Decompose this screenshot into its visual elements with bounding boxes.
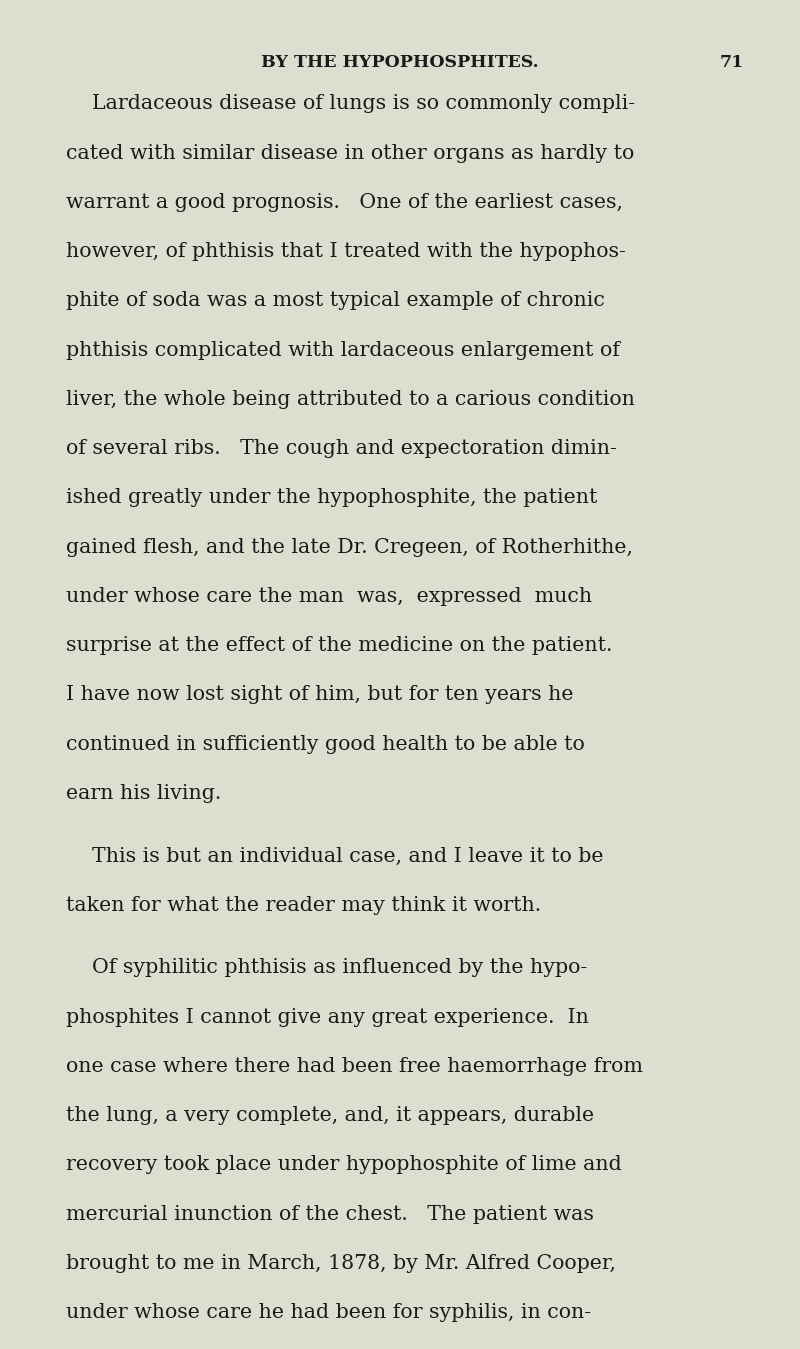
Text: ished greatly under the hypophosphite, the patient: ished greatly under the hypophosphite, t… <box>66 488 597 507</box>
Text: cated with similar disease in other organs as hardly to: cated with similar disease in other orga… <box>66 144 634 163</box>
Text: recovery took place under hypophosphite of lime and: recovery took place under hypophosphite … <box>66 1155 622 1175</box>
Text: surprise at the effect of the medicine on the patient.: surprise at the effect of the medicine o… <box>66 635 612 656</box>
Text: phite of soda was a most typical example of chronic: phite of soda was a most typical example… <box>66 291 605 310</box>
Text: earn his living.: earn his living. <box>66 784 221 803</box>
Text: of several ribs.   The cough and expectoration dimin-: of several ribs. The cough and expectora… <box>66 438 617 459</box>
Text: 71: 71 <box>720 54 744 71</box>
Text: taken for what the reader may think it worth.: taken for what the reader may think it w… <box>66 896 541 915</box>
Text: under whose care the man  was,  expressed  much: under whose care the man was, expressed … <box>66 587 592 606</box>
Text: phosphites I cannot give any great experience.  In: phosphites I cannot give any great exper… <box>66 1008 589 1027</box>
Text: I have now lost sight of him, but for ten years he: I have now lost sight of him, but for te… <box>66 685 573 704</box>
Text: liver, the whole being attributed to a carious condition: liver, the whole being attributed to a c… <box>66 390 634 409</box>
Text: Of syphilitic phthisis as influenced by the hypo-: Of syphilitic phthisis as influenced by … <box>92 958 587 978</box>
Text: BY THE HYPOPHOSPHITES.: BY THE HYPOPHOSPHITES. <box>261 54 539 71</box>
Text: one case where there had been free haemorrhage from: one case where there had been free haemo… <box>66 1056 642 1077</box>
Text: This is but an individual case, and I leave it to be: This is but an individual case, and I le… <box>92 846 603 866</box>
Text: under whose care he had been for syphilis, in con-: under whose care he had been for syphili… <box>66 1303 590 1322</box>
Text: Lardaceous disease of lungs is so commonly compli-: Lardaceous disease of lungs is so common… <box>92 94 635 113</box>
Text: however, of phthisis that I treated with the hypophos-: however, of phthisis that I treated with… <box>66 241 626 262</box>
Text: phthisis complicated with lardaceous enlargement of: phthisis complicated with lardaceous enl… <box>66 340 619 360</box>
Text: warrant a good prognosis.   One of the earliest cases,: warrant a good prognosis. One of the ear… <box>66 193 622 212</box>
Text: continued in sufficiently good health to be able to: continued in sufficiently good health to… <box>66 734 584 754</box>
Text: the lung, a very complete, and, it appears, durable: the lung, a very complete, and, it appea… <box>66 1106 594 1125</box>
Text: mercurial inunction of the chest.   The patient was: mercurial inunction of the chest. The pa… <box>66 1205 594 1224</box>
Text: brought to me in March, 1878, by Mr. Alfred Cooper,: brought to me in March, 1878, by Mr. Alf… <box>66 1253 615 1273</box>
Text: gained flesh, and the late Dr. Cregeen, of Rotherhithe,: gained flesh, and the late Dr. Cregeen, … <box>66 537 633 557</box>
